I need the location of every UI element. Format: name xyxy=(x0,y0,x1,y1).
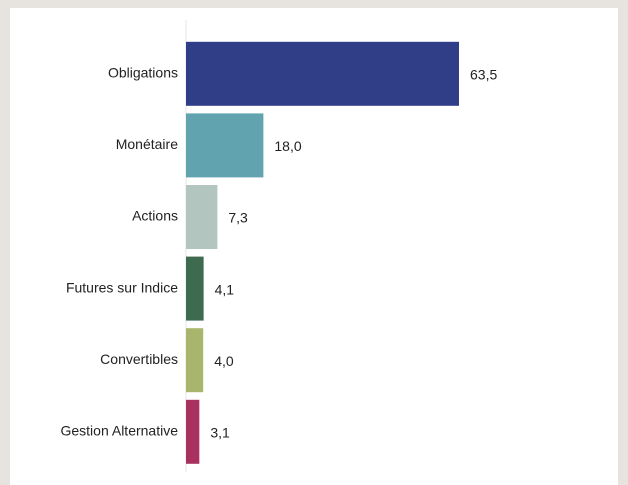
data-label: 7,3 xyxy=(228,210,248,226)
data-label: 4,1 xyxy=(215,281,235,297)
category-label: Gestion Alternative xyxy=(60,423,178,439)
bar xyxy=(186,399,200,464)
data-label: 3,1 xyxy=(210,425,230,441)
bar xyxy=(186,328,204,393)
category-label: Monétaire xyxy=(116,136,178,152)
data-label: 4,0 xyxy=(214,353,234,369)
bar xyxy=(186,113,264,178)
category-label: Convertibles xyxy=(100,351,178,367)
category-label: Actions xyxy=(132,208,178,224)
data-label: 63,5 xyxy=(470,67,497,83)
bar xyxy=(186,256,204,321)
bar xyxy=(186,41,459,106)
category-label: Futures sur Indice xyxy=(66,279,178,295)
bar xyxy=(186,185,218,249)
category-label: Obligations xyxy=(108,65,178,81)
data-label: 18,0 xyxy=(274,138,301,154)
